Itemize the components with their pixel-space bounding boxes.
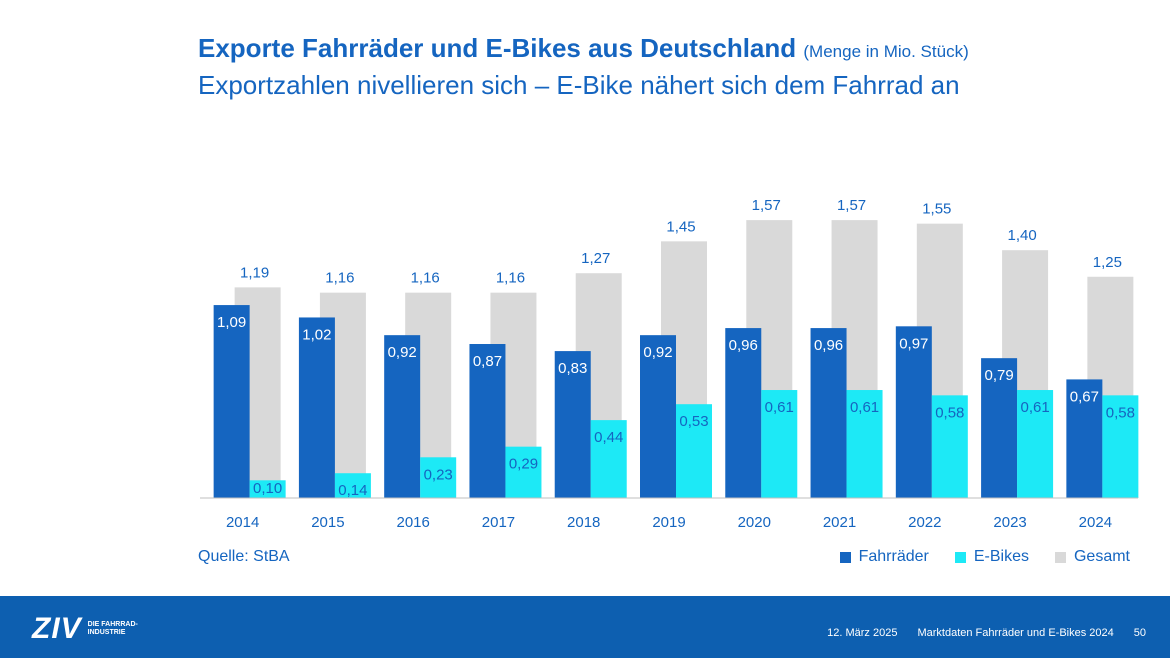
bar-chart: 1,19 1,09 0,10 2014 1,16 1,02 0,14 2015 1,16 0,92… bbox=[200, 197, 1139, 531]
bar-fahrraeder-2017 bbox=[469, 344, 506, 498]
label-fahrraeder-2020: 0,96 bbox=[729, 337, 758, 354]
bar-ebikes-2024 bbox=[1102, 395, 1139, 498]
x-tick-2021: 2021 bbox=[823, 514, 856, 531]
legend-label-gesamt: Gesamt bbox=[1073, 548, 1130, 565]
label-ebikes-2017: 0,29 bbox=[509, 456, 538, 473]
bar-ebikes-2022 bbox=[931, 395, 968, 498]
chart-title: Exporte Fahrräder und E-Bikes aus Deutsc… bbox=[198, 32, 1138, 68]
legend-swatch-fahrraeder bbox=[839, 551, 851, 563]
label-gesamt-2017: 1,16 bbox=[496, 270, 525, 287]
legend-label-ebikes: E-Bikes bbox=[973, 548, 1029, 565]
legend-item-gesamt: Gesamt bbox=[1054, 548, 1130, 566]
footer-page-number: 50 bbox=[1133, 627, 1146, 639]
bar-ebikes-2019 bbox=[676, 404, 712, 498]
x-tick-2020: 2020 bbox=[738, 514, 771, 531]
label-ebikes-2021: 0,61 bbox=[850, 399, 879, 416]
x-tick-2024: 2024 bbox=[1079, 514, 1112, 531]
x-tick-2015: 2015 bbox=[311, 514, 344, 531]
x-tick-2018: 2018 bbox=[567, 514, 600, 531]
x-tick-2022: 2022 bbox=[908, 514, 941, 531]
label-gesamt-2015: 1,16 bbox=[325, 270, 354, 287]
bar-fahrraeder-2022 bbox=[895, 326, 932, 498]
label-fahrraeder-2014: 1,09 bbox=[217, 314, 246, 331]
label-gesamt-2024: 1,25 bbox=[1093, 254, 1122, 271]
bar-ebikes-2018 bbox=[590, 420, 627, 498]
x-tick-2023: 2023 bbox=[993, 514, 1026, 531]
label-fahrraeder-2022: 0,97 bbox=[899, 335, 928, 352]
bar-fahrraeder-2018 bbox=[554, 351, 591, 498]
logo-tagline: DIE FAHRRAD- INDUSTRIE bbox=[87, 621, 138, 636]
bar-fahrraeder-2019 bbox=[640, 335, 676, 498]
logo-wordmark: ZIV bbox=[32, 612, 82, 645]
label-fahrraeder-2023: 0,79 bbox=[984, 367, 1013, 384]
chart-subtitle: Exportzahlen nivellieren sich – E-Bike n… bbox=[198, 70, 960, 100]
footer-bar: ZIV DIE FAHRRAD- INDUSTRIE 12. März 2025… bbox=[0, 596, 1170, 658]
bar-fahrraeder-2023 bbox=[981, 358, 1018, 498]
label-fahrraeder-2016: 0,92 bbox=[388, 344, 417, 361]
chart-title-text: Exporte Fahrräder und E-Bikes aus Deutsc… bbox=[198, 33, 797, 63]
label-gesamt-2022: 1,55 bbox=[922, 201, 951, 218]
label-fahrraeder-2015: 1,02 bbox=[302, 326, 331, 343]
label-ebikes-2023: 0,61 bbox=[1020, 399, 1049, 416]
x-tick-2016: 2016 bbox=[396, 514, 429, 531]
legend-label-fahrraeder: Fahrräder bbox=[858, 548, 929, 565]
bar-fahrraeder-2016 bbox=[384, 335, 421, 498]
legend-item-fahrraeder: Fahrräder bbox=[839, 548, 929, 566]
bar-ebikes-2014 bbox=[249, 480, 286, 498]
bar-ebikes-2023 bbox=[1017, 390, 1054, 498]
footer-doc-title: Marktdaten Fahrräder und E-Bikes 2024 bbox=[917, 627, 1114, 639]
label-ebikes-2020: 0,61 bbox=[765, 399, 794, 416]
ziv-logo: ZIV DIE FAHRRAD- INDUSTRIE bbox=[32, 614, 148, 644]
bar-ebikes-2020 bbox=[761, 390, 798, 498]
bar-fahrraeder-2024 bbox=[1066, 379, 1103, 498]
chart-title-unit: (Menge in Mio. Stück) bbox=[803, 42, 969, 61]
bar-fahrraeder-2020 bbox=[725, 328, 762, 498]
bar-fahrraeder-2014 bbox=[213, 305, 250, 498]
label-gesamt-2020: 1,57 bbox=[752, 197, 781, 214]
bar-ebikes-2015 bbox=[334, 473, 371, 498]
label-ebikes-2015: 0,14 bbox=[338, 482, 367, 499]
label-fahrraeder-2024: 0,67 bbox=[1070, 388, 1099, 405]
label-fahrraeder-2018: 0,83 bbox=[558, 360, 587, 377]
label-ebikes-2024: 0,58 bbox=[1106, 404, 1135, 421]
x-tick-2017: 2017 bbox=[482, 514, 515, 531]
label-ebikes-2016: 0,23 bbox=[424, 466, 453, 483]
label-fahrraeder-2019: 0,92 bbox=[643, 344, 672, 361]
label-gesamt-2023: 1,40 bbox=[1007, 227, 1036, 244]
label-gesamt-2018: 1,27 bbox=[581, 250, 610, 267]
legend-item-ebikes: E-Bikes bbox=[954, 548, 1029, 566]
bar-fahrraeder-2021 bbox=[810, 328, 847, 498]
legend: Fahrräder E-Bikes Gesamt bbox=[839, 548, 1130, 566]
label-gesamt-2016: 1,16 bbox=[411, 270, 440, 287]
bar-ebikes-2017 bbox=[505, 446, 542, 498]
x-tick-2014: 2014 bbox=[226, 514, 259, 531]
source-note: Quelle: StBA bbox=[198, 548, 290, 565]
label-ebikes-2019: 0,53 bbox=[679, 413, 708, 430]
bar-ebikes-2016 bbox=[420, 457, 457, 498]
label-fahrraeder-2017: 0,87 bbox=[473, 353, 502, 370]
legend-swatch-gesamt bbox=[1054, 551, 1066, 563]
label-gesamt-2014: 1,19 bbox=[240, 264, 269, 281]
footer-date: 12. März 2025 bbox=[827, 627, 898, 639]
legend-swatch-ebikes bbox=[954, 551, 966, 563]
bar-fahrraeder-2015 bbox=[298, 317, 335, 498]
x-tick-2019: 2019 bbox=[652, 514, 685, 531]
title-block: Exporte Fahrräder und E-Bikes aus Deutsc… bbox=[198, 32, 1138, 102]
bar-ebikes-2021 bbox=[846, 390, 883, 498]
footer-meta: 12. März 2025 Marktdaten Fahrräder und E… bbox=[827, 627, 1146, 639]
label-fahrraeder-2021: 0,96 bbox=[814, 337, 843, 354]
label-ebikes-2014: 0,10 bbox=[253, 480, 282, 497]
label-gesamt-2019: 1,45 bbox=[666, 218, 695, 235]
label-gesamt-2021: 1,57 bbox=[837, 197, 866, 214]
label-ebikes-2022: 0,58 bbox=[935, 404, 964, 421]
label-ebikes-2018: 0,44 bbox=[594, 429, 623, 446]
